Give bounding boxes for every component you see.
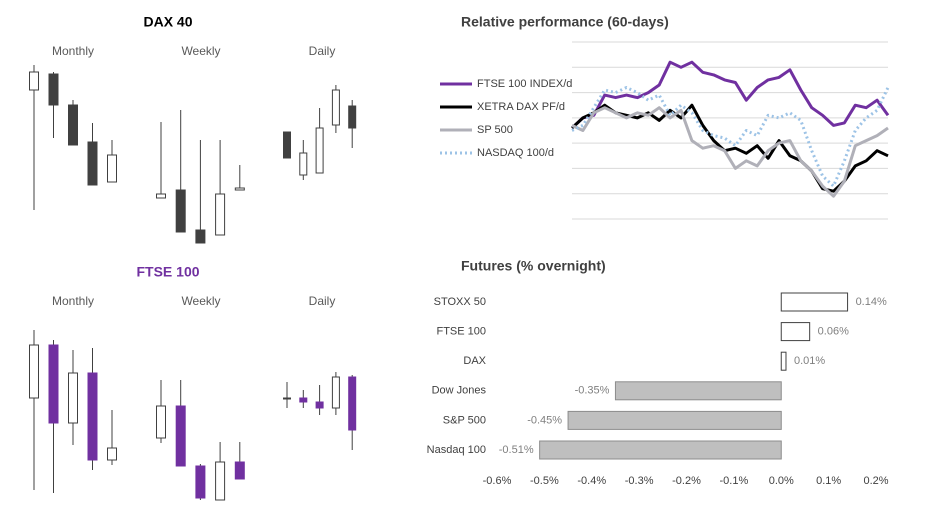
legend-label: NASDAQ 100/d xyxy=(477,147,554,159)
chart-title: Futures (% overnight) xyxy=(461,258,606,274)
candle-body xyxy=(29,71,39,91)
value-label: -0.51% xyxy=(499,444,534,456)
chart-title: DAX 40 xyxy=(143,14,192,30)
candle-body xyxy=(315,127,324,174)
candle-body xyxy=(68,372,78,424)
legend-label: SP 500 xyxy=(477,124,513,136)
legend-label: FTSE 100 INDEX/d xyxy=(477,78,572,90)
value-label: 0.06% xyxy=(818,326,849,338)
panel-title: Weekly xyxy=(181,44,220,58)
x-tick-label: -0.4% xyxy=(577,475,606,487)
chart-title: FTSE 100 xyxy=(136,264,199,280)
bar xyxy=(567,410,782,430)
x-tick-label: 0.0% xyxy=(769,475,794,487)
candle-body xyxy=(299,397,308,403)
candle-body xyxy=(215,461,226,501)
candle-body xyxy=(234,461,245,480)
x-tick-label: 0.1% xyxy=(816,475,841,487)
x-tick-label: -0.5% xyxy=(530,475,559,487)
bar xyxy=(780,292,849,312)
candle-body xyxy=(331,89,340,126)
value-label: -0.45% xyxy=(527,414,562,426)
legend-label: XETRA DAX PF/d xyxy=(477,101,565,113)
candle-body xyxy=(348,105,357,129)
candle-body xyxy=(87,141,98,186)
candle-body xyxy=(107,154,117,183)
bar xyxy=(780,351,787,371)
candle-body xyxy=(331,376,340,409)
candle-body xyxy=(234,187,245,191)
y-tick-label: Dow Jones xyxy=(432,385,487,397)
bar xyxy=(614,381,782,401)
candle-body xyxy=(283,131,291,159)
value-label: -0.35% xyxy=(575,385,610,397)
candle-body xyxy=(107,447,117,461)
candle-body xyxy=(29,344,39,399)
value-label: 0.01% xyxy=(794,355,825,367)
x-tick-label: 0.2% xyxy=(863,475,888,487)
candle-body xyxy=(215,193,226,236)
candle-body xyxy=(315,401,324,409)
panel-title: Daily xyxy=(309,294,336,308)
candle-body xyxy=(283,397,291,400)
panel-title: Daily xyxy=(309,44,336,58)
candle-body xyxy=(156,193,166,199)
bar xyxy=(780,322,811,342)
panel-title: Monthly xyxy=(52,294,94,308)
panel-title: Weekly xyxy=(181,294,220,308)
candle-body xyxy=(348,376,357,431)
candle-body xyxy=(299,152,308,176)
series-line xyxy=(571,86,890,188)
y-tick-label: Nasdaq 100 xyxy=(427,444,486,456)
candle-body xyxy=(87,372,98,461)
x-tick-label: -0.6% xyxy=(483,475,512,487)
series-line xyxy=(570,60,890,130)
x-tick-label: -0.2% xyxy=(672,475,701,487)
bar xyxy=(539,440,782,460)
series-line xyxy=(570,103,889,193)
candle-body xyxy=(48,344,59,424)
y-tick-label: DAX xyxy=(463,355,486,367)
candle-body xyxy=(195,465,206,499)
chart-title: Relative performance (60-days) xyxy=(461,14,669,30)
y-tick-label: FTSE 100 xyxy=(436,326,486,338)
candle-body xyxy=(175,405,186,467)
candle-body xyxy=(156,405,166,439)
y-tick-label: STOXX 50 xyxy=(434,296,486,308)
candle-body xyxy=(68,104,78,146)
candle-body xyxy=(175,189,186,233)
x-tick-label: -0.1% xyxy=(720,475,749,487)
series-line xyxy=(571,106,889,198)
panel-title: Monthly xyxy=(52,44,94,58)
candle-body xyxy=(48,73,59,106)
x-tick-label: -0.3% xyxy=(625,475,654,487)
y-tick-label: S&P 500 xyxy=(443,414,486,426)
candle-body xyxy=(195,229,206,244)
value-label: 0.14% xyxy=(856,296,887,308)
